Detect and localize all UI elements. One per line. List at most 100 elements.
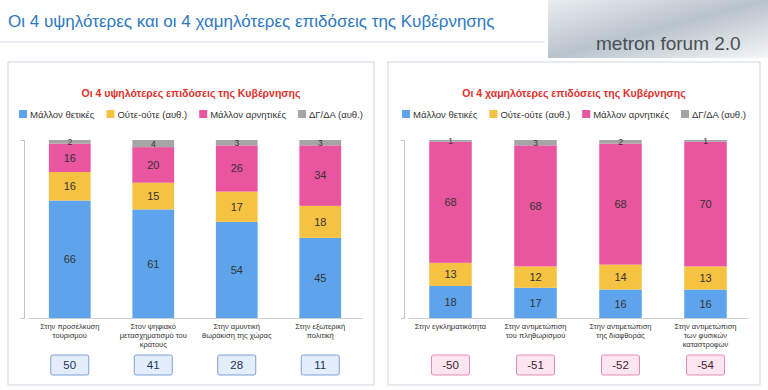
- net-label: 50: [63, 359, 76, 371]
- legend-swatch: [402, 110, 410, 118]
- bar-segment: [299, 145, 341, 206]
- bar-segment: [49, 144, 91, 172]
- net-values: -50 -51 -52 -54: [432, 355, 725, 375]
- header-rule: [0, 42, 545, 43]
- legend-label: Μάλλον αρνητικές: [210, 109, 286, 120]
- legend-swatch: [19, 110, 27, 118]
- x-tick: Στην προσέλκυσητουρισμού: [40, 322, 99, 340]
- net-label: -54: [697, 359, 714, 371]
- x-tick-label: Στον ψηφιακόμετασχηματισμό τουκράτους: [120, 322, 187, 348]
- chart-title: Οι 4 υψηλότερες επιδόσεις της Κυβέρνησης: [82, 87, 301, 100]
- data-label: 18: [444, 296, 456, 308]
- net-label: -50: [442, 359, 459, 371]
- x-tick-label: Στην αντιμετώπισητου πληθωρισμού: [505, 322, 567, 340]
- legend-item: ΔΓ/ΔΑ (αυθ.): [298, 109, 363, 120]
- net-label: -52: [612, 359, 629, 371]
- panel-frame: [8, 62, 374, 385]
- legend: Μάλλον θετικές Ούτε-ούτε (αυθ.) Μάλλον αρν…: [19, 109, 363, 120]
- chart-page: Οι 4 υψηλότερες και οι 4 χαμηλότερες επι…: [0, 0, 768, 390]
- data-label: 1: [448, 136, 453, 146]
- y-tick: [21, 140, 24, 141]
- y-tick-mark: [401, 140, 404, 141]
- data-label: 26: [231, 162, 243, 174]
- data-label: 45: [314, 272, 326, 284]
- legend-swatch: [199, 110, 207, 118]
- bar-segment: [216, 222, 258, 318]
- chart-panel: Οι 4 υψηλότερες επιδόσεις της Κυβέρνησης…: [8, 62, 374, 385]
- data-label: 17: [231, 201, 243, 213]
- data-label: 3: [318, 138, 323, 148]
- legend-item: Ούτε-ούτε (αυθ.): [489, 109, 570, 120]
- data-label: 16: [614, 298, 626, 310]
- bar-segment: [684, 290, 727, 318]
- data-label: 3: [533, 138, 538, 148]
- bars: [49, 140, 341, 318]
- data-label: 14: [614, 271, 626, 283]
- data-label: 68: [529, 200, 541, 212]
- data-label: 17: [529, 297, 541, 309]
- data-label: 4: [151, 139, 156, 149]
- chart-panel: Οι 4 χαμηλότερες επιδόσεις της Κυβέρνηση…: [388, 62, 760, 385]
- legend-item: Μάλλον αρνητικές: [199, 109, 286, 120]
- legend-label: ΔΓ/ΔΑ (αυθ.): [692, 109, 746, 120]
- data-label: 2: [618, 137, 623, 147]
- legend-label: ΔΓ/ΔΑ (αυθ.): [309, 109, 363, 120]
- x-tick: Στην αντιμετώπισητης διαφθοράς: [590, 322, 652, 340]
- legend-label: Ούτε-ούτε (αυθ.): [117, 109, 187, 120]
- x-tick-label: Στην εγκληματικότητα: [415, 322, 487, 331]
- legend-swatch: [582, 110, 590, 118]
- panel-frame: [388, 62, 760, 385]
- data-label: 16: [64, 152, 76, 164]
- bar-segment: [132, 183, 174, 210]
- legend-label: Μάλλον αρνητικές: [593, 109, 669, 120]
- header-title: Οι 4 υψηλότερες και οι 4 χαμηλότερες επι…: [8, 12, 495, 31]
- data-label: 54: [231, 264, 243, 276]
- data-label: 1: [703, 136, 708, 146]
- data-label: 12: [529, 271, 541, 283]
- bar-segment: [514, 288, 557, 318]
- y-tick-mark: [21, 140, 24, 141]
- net-box: [687, 355, 725, 375]
- data-label: 13: [699, 272, 711, 284]
- bar-segment: [216, 192, 258, 222]
- net-box: [602, 355, 640, 375]
- bar-segment: [684, 142, 727, 267]
- bar-segment: [599, 265, 642, 290]
- y-axis: [21, 141, 25, 319]
- net-box: [301, 355, 339, 375]
- data-label: 68: [444, 196, 456, 208]
- bar-segment: [429, 142, 472, 263]
- bar-segment: [684, 266, 727, 289]
- data-label: 18: [314, 216, 326, 228]
- x-axis: Στην εγκληματικότητα Στην αντιμετώπισητου…: [409, 319, 749, 349]
- bars: [429, 140, 727, 318]
- y-tick: [401, 318, 404, 319]
- legend-swatch: [681, 110, 689, 118]
- legend-swatch: [489, 110, 497, 118]
- net-box: [432, 355, 470, 375]
- data-label: 61: [147, 258, 159, 270]
- bar-segment: [132, 209, 174, 318]
- data-label: 66: [64, 253, 76, 265]
- legend: Μάλλον θετικέςΟύτε-ούτε (αυθ.)Μάλλον αρν…: [402, 109, 746, 120]
- bar-segment: [514, 145, 557, 266]
- net-box: [218, 355, 256, 375]
- x-axis-line: [29, 318, 363, 319]
- legend-swatch: [106, 110, 114, 118]
- data-label: 15: [147, 190, 159, 202]
- net-box: [51, 355, 89, 375]
- data-labels: 1817161613121413686868701321: [444, 136, 711, 310]
- x-tick: Στην αμυντικήθωράκιση της χώρας: [202, 322, 272, 340]
- x-tick-label: Στην αντιμετώπισητων φυσικώνκαταστροφών: [675, 322, 737, 348]
- x-tick: Στην εξωτερικήπολιτική: [295, 322, 345, 340]
- data-label: 3: [234, 138, 239, 148]
- bar-segment: [299, 238, 341, 318]
- net-label: -51: [527, 359, 544, 371]
- x-tick: Στην εγκληματικότητα: [415, 322, 487, 331]
- data-label: 16: [64, 180, 76, 192]
- chart-title: Οι 4 χαμηλότερες επιδόσεις της Κυβέρνηση…: [462, 87, 686, 100]
- bar-segment: [599, 290, 642, 318]
- legend-item: Μάλλον θετικές: [19, 109, 95, 120]
- y-axis-line: [401, 141, 405, 319]
- x-tick: Στην αντιμετώπισητου πληθωρισμού: [505, 322, 567, 340]
